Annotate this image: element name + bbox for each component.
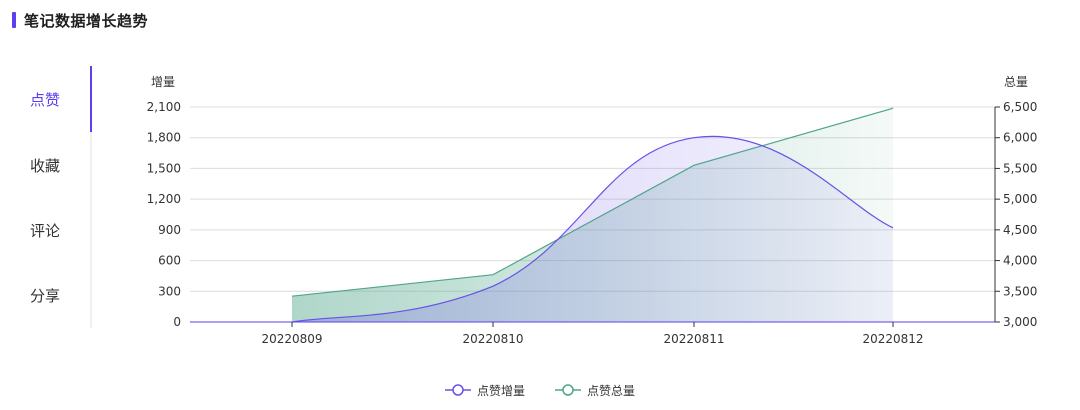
y-right-tick-label: 3,500 <box>1003 284 1037 298</box>
y-left-tick-label: 1,200 <box>147 192 181 206</box>
y-right-tick-label: 4,500 <box>1003 223 1037 237</box>
y-left-tick-label: 300 <box>158 284 181 298</box>
tab-comments[interactable]: 评论 <box>29 221 60 240</box>
legend-label-total: 点赞总量 <box>587 383 636 398</box>
x-tick-label: 20220811 <box>663 332 724 346</box>
legend-item-increment[interactable]: 点赞增量 <box>444 382 525 399</box>
page-title: 笔记数据增长趋势 <box>24 11 149 30</box>
y-right-tick-label: 5,000 <box>1003 192 1037 206</box>
legend-item-total[interactable]: 点赞总量 <box>555 382 635 399</box>
x-tick-label: 20220809 <box>261 332 322 346</box>
legend-line-circle-icon <box>444 384 471 396</box>
chart-legend: 点赞增量 点赞总量 <box>0 380 1080 400</box>
series-line-total <box>291 107 894 297</box>
y-right-tick-label: 6,500 <box>1003 100 1037 114</box>
x-tick-label: 20220810 <box>462 332 523 346</box>
y-right-tick-label: 3,000 <box>1003 315 1037 329</box>
y-left-tick-label: 600 <box>158 254 181 268</box>
tab-likes[interactable]: 点赞 <box>29 90 60 109</box>
tab-active-indicator <box>90 66 92 132</box>
y-left-tick-label: 900 <box>158 223 181 237</box>
y-right-tick-label: 4,000 <box>1003 254 1037 268</box>
tab-favorites[interactable]: 收藏 <box>29 156 60 175</box>
y-left-tick-label: 1,500 <box>147 161 181 175</box>
series-line-increment <box>291 135 894 323</box>
y-left-tick-label: 2,100 <box>147 100 181 114</box>
y-left-tick-label: 1,800 <box>147 131 181 145</box>
legend-line-circle-icon <box>555 384 581 396</box>
metric-tabs: 点赞 收藏 评论 分享 <box>0 66 96 328</box>
tab-track <box>90 66 92 328</box>
x-tick-label: 20220812 <box>862 332 923 346</box>
tab-shares[interactable]: 分享 <box>29 286 60 305</box>
title-accent-bar <box>12 12 16 28</box>
series-area-increment <box>292 136 893 322</box>
y-left-axis-label: 增量 <box>151 75 175 89</box>
y-right-axis-label: 总量 <box>1004 75 1028 89</box>
chart-title-bar: 笔记数据增长趋势 <box>12 10 148 30</box>
y-left-tick-label: 0 <box>173 315 181 329</box>
y-right-tick-label: 6,000 <box>1003 131 1037 145</box>
y-right-tick-label: 5,500 <box>1003 161 1037 175</box>
legend-label-increment: 点赞增量 <box>476 383 525 398</box>
trend-chart-svg: 0 300 600 900 1,200 1,500 1,800 2,100 3,000 3,500… <box>147 75 1038 346</box>
